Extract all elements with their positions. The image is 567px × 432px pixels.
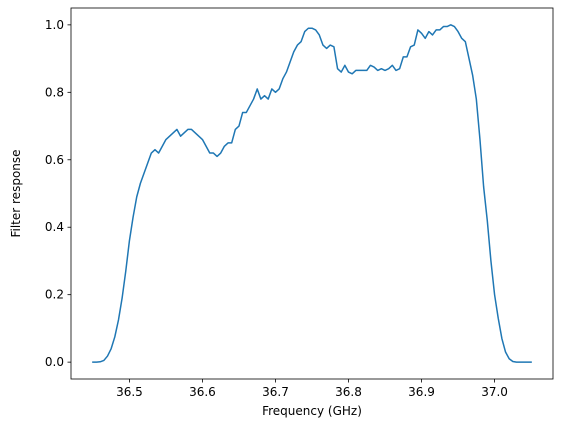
x-tick-label: 36.9 <box>408 385 435 399</box>
y-tick-label: 1.0 <box>45 18 64 32</box>
y-tick-label: 0.4 <box>45 220 64 234</box>
x-tick-label: 36.7 <box>262 385 289 399</box>
y-tick-label: 0.6 <box>45 153 64 167</box>
x-tick-label: 36.6 <box>189 385 216 399</box>
y-tick-label: 0.8 <box>45 85 64 99</box>
y-tick-label: 0.2 <box>45 288 64 302</box>
plot-layer <box>92 24 532 363</box>
y-axis-label: Filter response <box>9 149 23 237</box>
series-line <box>92 24 532 363</box>
x-tick-label: 36.5 <box>116 385 143 399</box>
x-axis-label: Frequency (GHz) <box>262 404 362 418</box>
ticks-layer: 36.5 36.6 36.7 36.8 36.9 37.0 0.0 0.2 0.4 0.6 0.8 1… <box>45 18 508 399</box>
y-tick-label: 0.0 <box>45 355 64 369</box>
x-tick-label: 37.0 <box>481 385 508 399</box>
x-tick-label: 36.8 <box>335 385 362 399</box>
axes-frame <box>70 7 554 380</box>
